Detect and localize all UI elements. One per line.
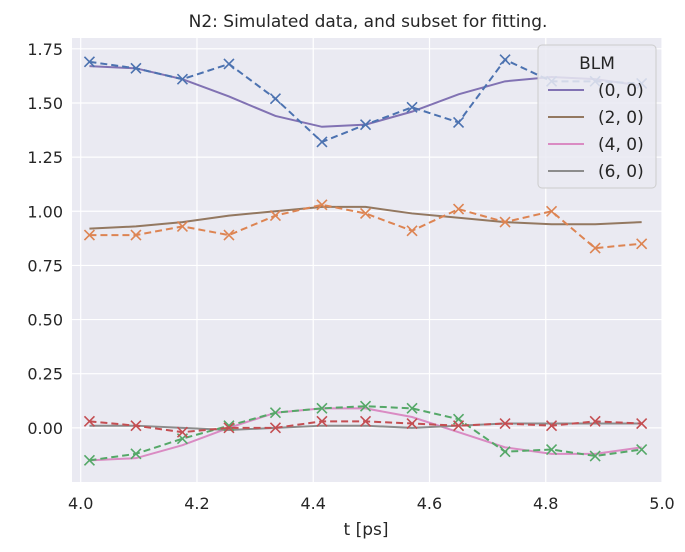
fit-line (89, 422, 642, 432)
data-point-marker (316, 136, 328, 148)
data-point-marker (499, 216, 511, 228)
data-point-marker (176, 73, 189, 85)
data-point-marker (499, 446, 511, 458)
data-point-marker (359, 207, 372, 219)
data-point-marker (589, 242, 601, 254)
data-point-marker (316, 415, 328, 427)
data-point-marker (636, 417, 648, 430)
data-point-marker (589, 450, 601, 462)
data-point-marker (83, 454, 96, 466)
legend: BLM (0, 0) (2, 0) (4, 0) (6, 0) (537, 44, 657, 189)
data-point-marker (316, 199, 328, 211)
data-point-marker (545, 443, 558, 456)
data-point-marker (176, 220, 189, 232)
data-point-marker (176, 426, 189, 438)
data-point-marker (359, 400, 372, 412)
data-point-marker (316, 402, 328, 414)
data-point-marker (589, 415, 601, 427)
data-point-marker (223, 422, 235, 434)
x-tick-label: 4.4 (301, 494, 326, 513)
x-tick-label: 5.0 (649, 494, 674, 513)
data-point-marker (130, 420, 142, 432)
legend-label: (2, 0) (598, 108, 644, 128)
x-axis-label: t [ps] (344, 520, 389, 540)
y-tick-label: 0.00 (27, 419, 63, 438)
legend-box (537, 44, 657, 189)
data-point-marker (269, 422, 282, 434)
data-point-marker (130, 229, 142, 241)
legend-label: (6, 0) (598, 162, 644, 182)
y-tick-label: 0.25 (27, 365, 63, 384)
y-axis-ticks: 0.00 0.25 0.50 0.75 1.00 1.25 1.50 1.75 (27, 40, 63, 438)
data-point-marker (636, 238, 648, 250)
chart-title: N2: Simulated data, and subset for fitti… (189, 12, 548, 32)
data-point-marker (499, 417, 511, 430)
data-point-marker (406, 101, 418, 113)
x-tick-label: 4.0 (68, 494, 93, 513)
data-point-marker (452, 203, 465, 215)
data-point-marker (223, 58, 235, 70)
legend-label: (0, 0) (598, 81, 644, 101)
data-point-marker (83, 56, 96, 68)
x-tick-label: 4.8 (533, 494, 558, 513)
y-tick-label: 0.50 (27, 311, 63, 330)
y-tick-label: 1.50 (27, 94, 63, 113)
y-tick-label: 1.00 (27, 202, 63, 221)
data-point-marker (545, 420, 558, 432)
data-point-marker (83, 229, 96, 241)
x-axis-ticks: 4.0 4.2 4.4 4.6 4.8 5.0 (68, 494, 675, 513)
data-point-marker (406, 417, 418, 430)
data-point-marker (359, 119, 372, 131)
y-tick-label: 1.25 (27, 148, 63, 167)
data-point-marker (452, 420, 465, 432)
data-point-marker (269, 210, 282, 222)
data-point-marker (359, 415, 372, 427)
data-point-marker (223, 229, 235, 241)
data-point-marker (269, 93, 282, 105)
fit-line (89, 407, 642, 462)
x-tick-label: 4.6 (417, 494, 442, 513)
data-point-marker (406, 225, 418, 237)
x-tick-label: 4.2 (184, 494, 209, 513)
y-tick-label: 0.75 (27, 256, 63, 275)
data-point-marker (499, 54, 511, 66)
data-point-marker (130, 62, 142, 74)
data-point-marker (452, 116, 465, 129)
data-point-marker (636, 443, 648, 456)
data-point-marker (406, 402, 418, 414)
data-point-marker (545, 205, 558, 217)
fit-line (89, 205, 642, 230)
y-tick-label: 1.75 (27, 40, 63, 59)
legend-title: BLM (579, 54, 615, 74)
data-point-marker (83, 415, 96, 427)
data-point-marker (269, 407, 282, 419)
legend-label: (4, 0) (598, 135, 644, 155)
data-point-marker (130, 448, 142, 460)
